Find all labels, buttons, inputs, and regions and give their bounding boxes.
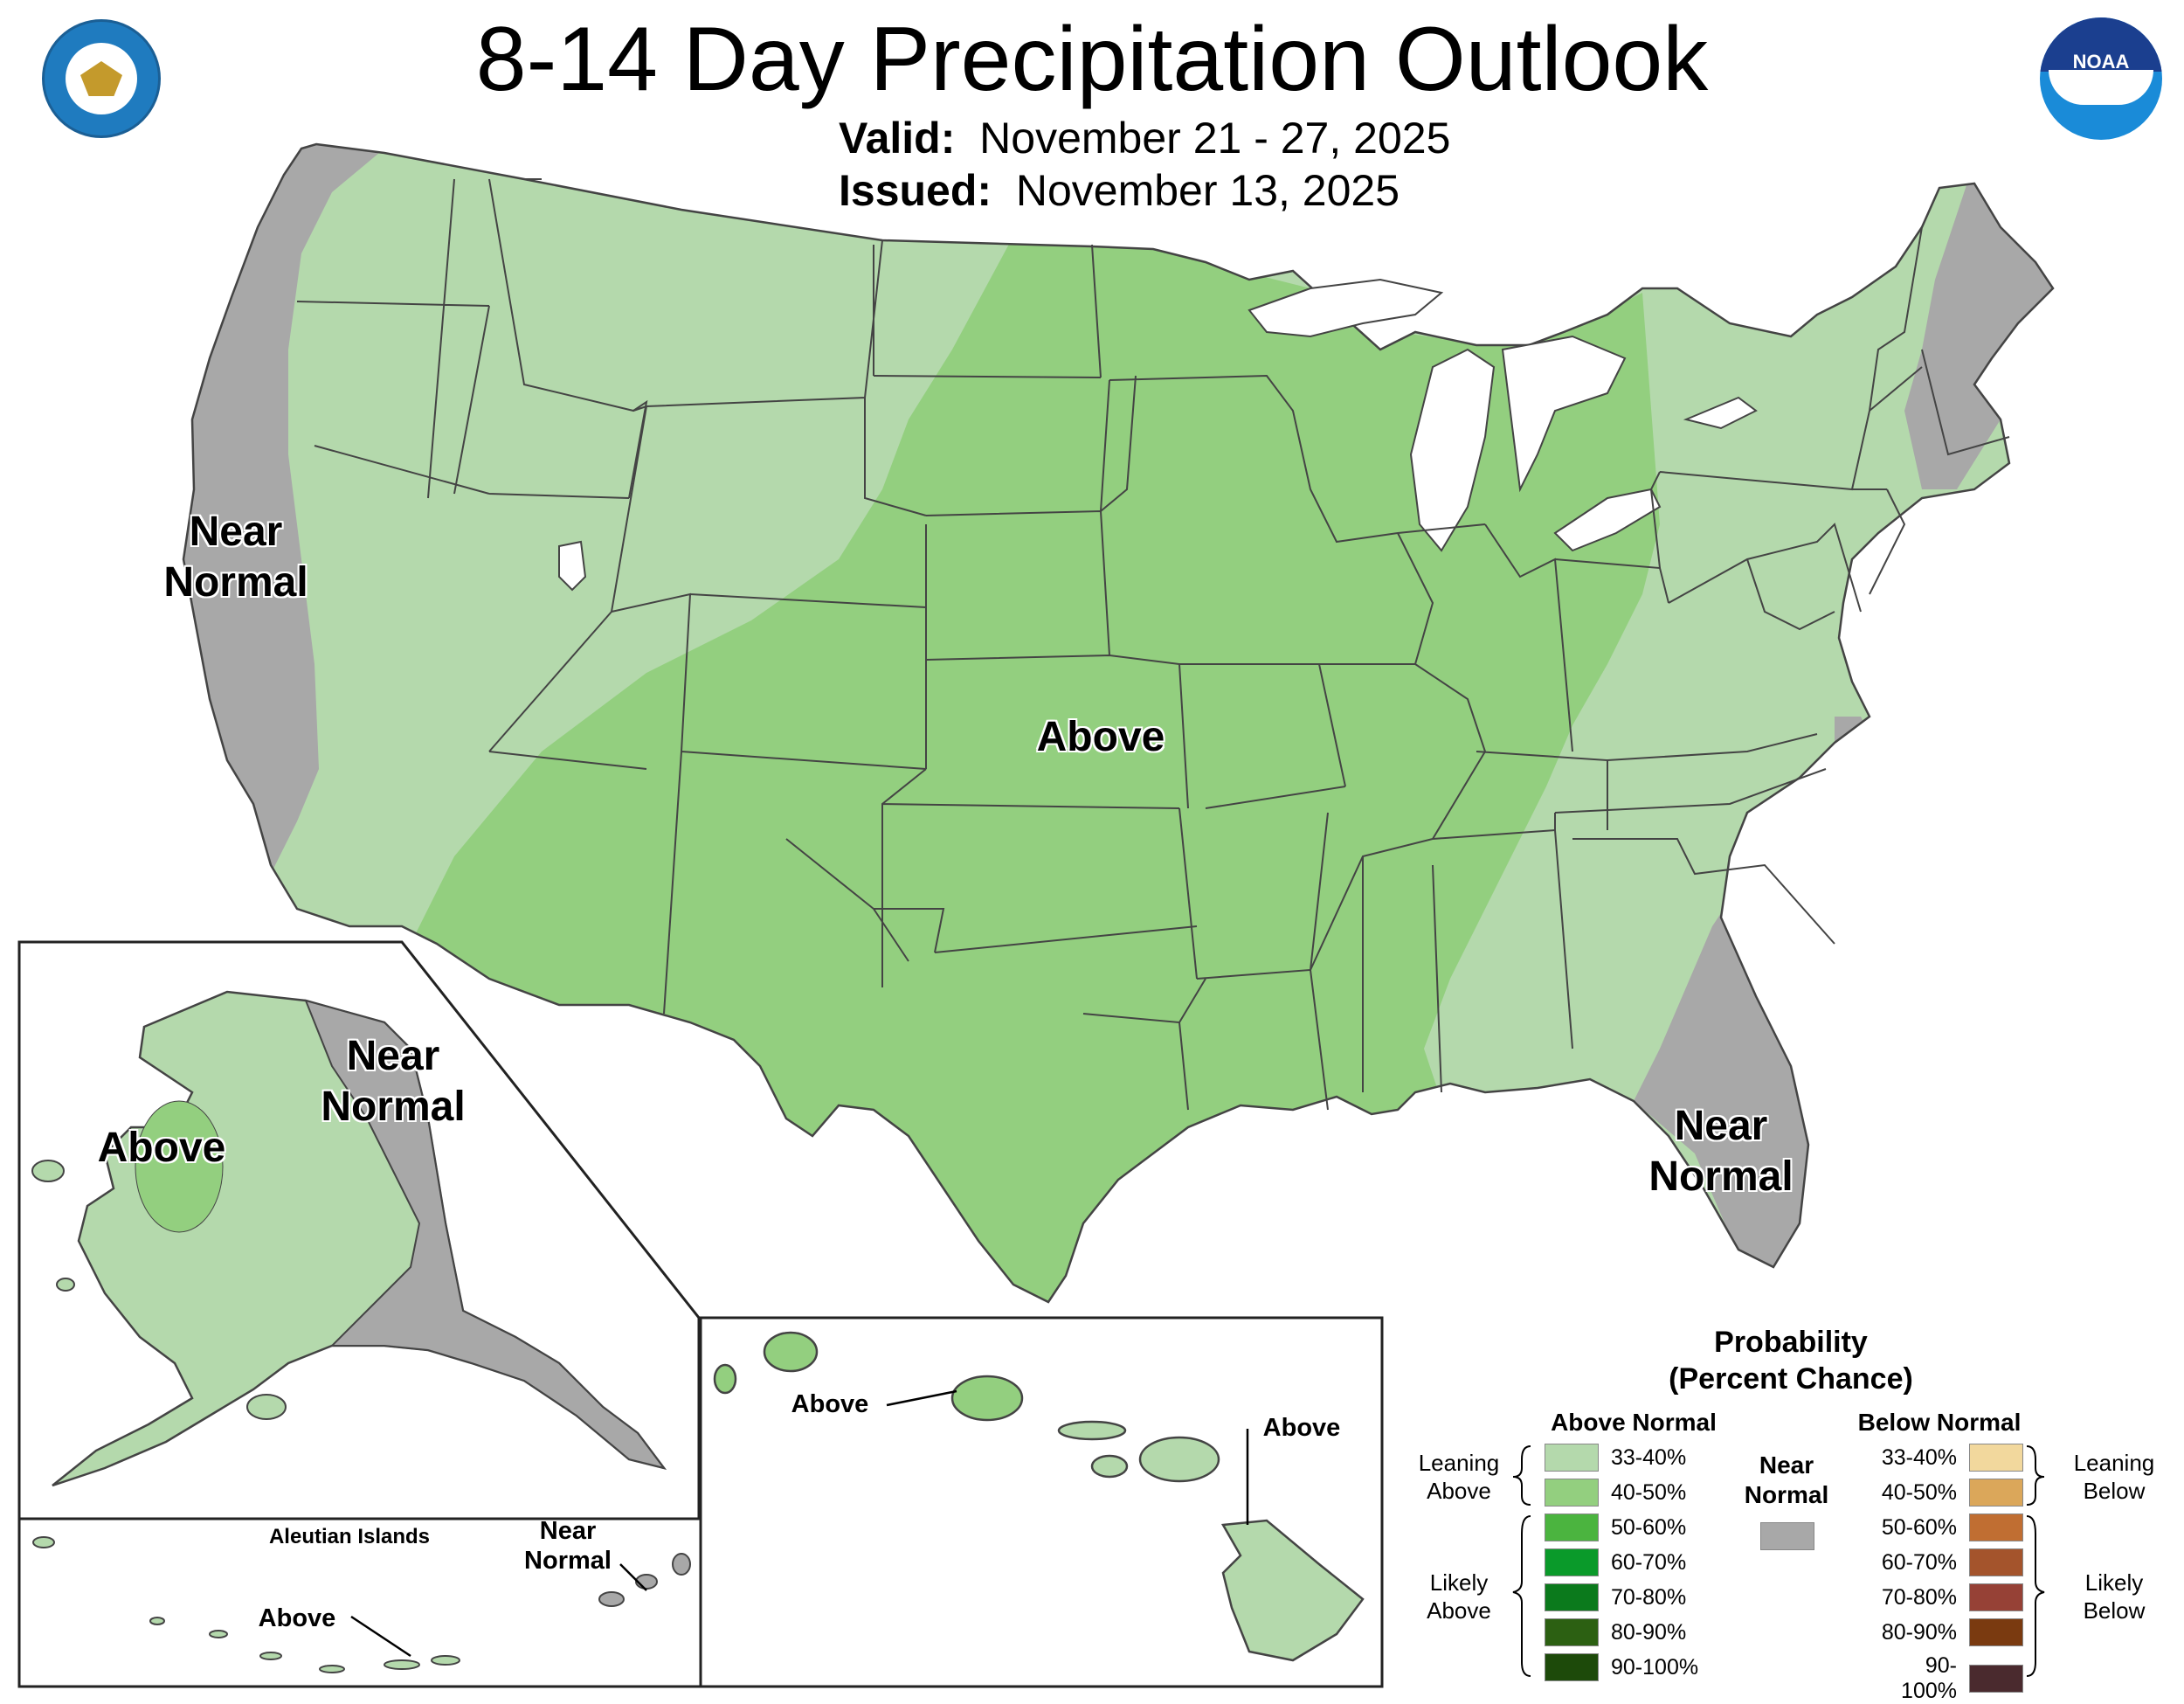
issued-line: Issued: November 13, 2025 <box>839 164 1400 217</box>
legend-below-row: 60-70% <box>1870 1548 2023 1576</box>
valid-label: Valid: <box>839 114 956 163</box>
legend-below-header: Below Normal <box>1857 1409 2022 1436</box>
aleutian-title: Aleutian Islands <box>268 1525 431 1548</box>
legend-near-normal-label: Near Normal <box>1744 1451 1829 1508</box>
legend-below-range: 40-50% <box>1881 1479 1957 1505</box>
legend-below-range: 90-100% <box>1901 1653 1957 1703</box>
legend-below-swatch <box>1969 1514 2023 1541</box>
legend-below-range: 60-70% <box>1881 1549 1957 1575</box>
label-west-near-normal: Near Normal <box>163 509 308 606</box>
legend-above-range: 33-40% <box>1611 1444 1687 1470</box>
legend-above-range: 50-60% <box>1611 1514 1687 1540</box>
aleutian-islands <box>32 1536 460 1673</box>
legend-title: Probability (Percent Chance) <box>1669 1326 1913 1396</box>
legend-above-swatch <box>1545 1618 1599 1646</box>
legend-leaning-above: Leaning Above <box>1418 1450 1500 1504</box>
legend-above-range: 90-100% <box>1611 1654 1699 1680</box>
legend-likely-above: Likely Above <box>1427 1569 1491 1624</box>
legend-near-normal-swatch <box>1760 1522 1814 1550</box>
label-southeast-near-normal: Near Normal <box>1648 1103 1794 1200</box>
legend-above-row: 50-60% <box>1545 1514 1686 1541</box>
legend-above-header: Above Normal <box>1551 1409 1717 1436</box>
label-aleutian-above: Above <box>258 1604 336 1632</box>
legend-below-swatch <box>1969 1479 2023 1507</box>
legend-above-swatch <box>1545 1514 1599 1541</box>
hawaiian-islands <box>713 1331 1365 1662</box>
legend-braces <box>1512 1445 2045 1677</box>
legend-below-range: 33-40% <box>1881 1444 1957 1470</box>
legend-above-row: 80-90% <box>1545 1618 1686 1646</box>
legend-below-range: 50-60% <box>1881 1514 1957 1540</box>
issued-date: November 13, 2025 <box>1015 166 1400 215</box>
legend-below-swatch <box>1969 1618 2023 1646</box>
legend-above-row: 60-70% <box>1545 1548 1686 1576</box>
label-aleutian-near-normal: Near Normal <box>524 1517 612 1575</box>
legend-below-row: 40-50% <box>1870 1479 2023 1507</box>
legend-below-row: 33-40% <box>1870 1444 2023 1472</box>
legend-likely-below: Likely Below <box>2083 1569 2146 1624</box>
legend-above-range: 80-90% <box>1611 1619 1687 1645</box>
legend-above-range: 40-50% <box>1611 1479 1687 1505</box>
legend-above-row: 70-80% <box>1545 1583 1686 1611</box>
legend-below-row: 50-60% <box>1870 1514 2023 1541</box>
great-lakes <box>1248 278 1758 552</box>
commerce-seal-logo <box>42 19 161 138</box>
valid-line: Valid: November 21 - 27, 2025 <box>839 112 1450 164</box>
legend-below-swatch <box>1969 1665 2023 1693</box>
leader-lines <box>350 1389 1249 1658</box>
legend-below-swatch <box>1969 1444 2023 1472</box>
legend-below-row: 70-80% <box>1870 1583 2023 1611</box>
legend-above-row: 40-50% <box>1545 1479 1686 1507</box>
legend-below-swatch <box>1969 1583 2023 1611</box>
legend-above-swatch <box>1545 1653 1599 1681</box>
legend-above-range: 70-80% <box>1611 1584 1687 1610</box>
legend-below-swatch <box>1969 1548 2023 1576</box>
legend-above-swatch <box>1545 1479 1599 1507</box>
legend-above-row: 90-100% <box>1545 1653 1698 1681</box>
legend-above-swatch <box>1545 1583 1599 1611</box>
legend-below-range: 80-90% <box>1881 1619 1957 1645</box>
issued-label: Issued: <box>839 166 992 215</box>
legend-above-range: 60-70% <box>1611 1549 1687 1575</box>
label-alaska-near-normal: Near Normal <box>321 1033 466 1130</box>
map-title: 8-14 Day Precipitation Outlook <box>475 9 1709 110</box>
state-boundaries <box>296 178 2010 1111</box>
legend-below-row: 80-90% <box>1870 1618 2023 1646</box>
label-alaska-above: Above <box>97 1125 226 1171</box>
legend-leaning-below: Leaning Below <box>2073 1450 2155 1504</box>
legend-above-swatch <box>1545 1444 1599 1472</box>
label-hawaii-oahu-above: Above <box>791 1390 869 1418</box>
legend-below-row: 90-100% <box>1870 1653 2023 1704</box>
valid-dates: November 21 - 27, 2025 <box>979 114 1451 163</box>
legend-above-swatch <box>1545 1548 1599 1576</box>
label-center-above: Above <box>1036 714 1165 760</box>
legend-above-row: 33-40% <box>1545 1444 1686 1472</box>
legend-below-range: 70-80% <box>1881 1584 1957 1610</box>
label-hawaii-big-island-above: Above <box>1262 1414 1341 1442</box>
eagle-icon <box>66 43 137 114</box>
